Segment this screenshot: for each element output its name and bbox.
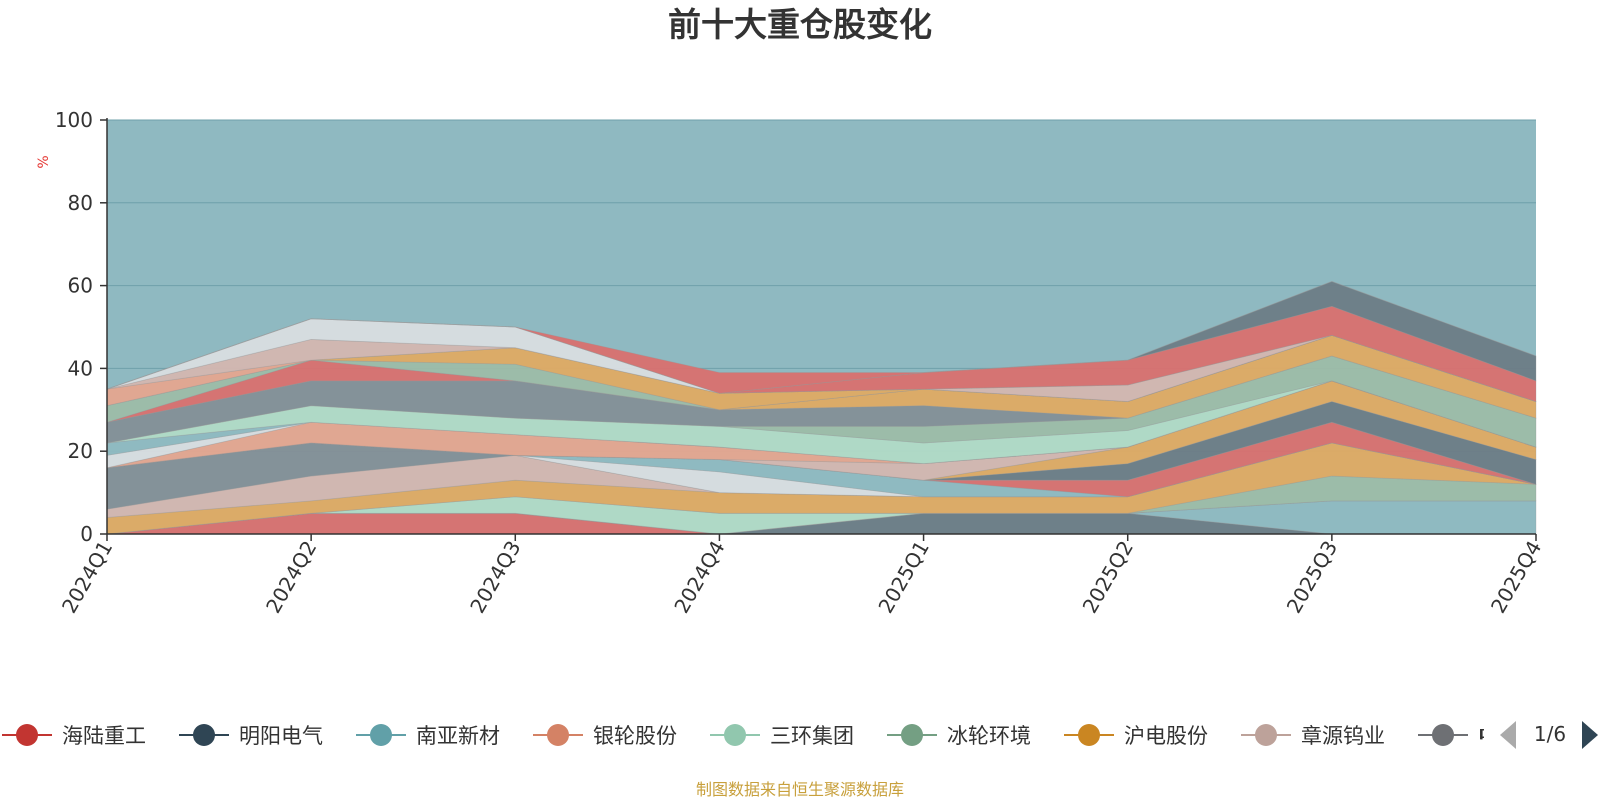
x-tick-label: 2024Q3	[465, 537, 525, 618]
y-tick-label: 100	[55, 108, 93, 132]
area-series-19[interactable]	[106, 355, 1537, 448]
x-tick-label: 2025Q2	[1078, 537, 1138, 618]
legend-marker	[193, 724, 215, 746]
legend-label: 南亚新材	[416, 724, 500, 748]
legend-marker	[1432, 724, 1454, 746]
legend-page-indicator: 1/6	[1534, 722, 1566, 746]
legend-marker	[901, 724, 923, 746]
y-axis-unit: %	[36, 155, 52, 168]
legend-item[interactable]: 沪电股份	[1064, 724, 1208, 748]
legend-item[interactable]: 章源钨业	[1241, 724, 1385, 748]
legend-marker	[370, 724, 392, 746]
y-tick-label: 80	[68, 191, 93, 215]
legend-marker	[1078, 724, 1100, 746]
legend-label: 章源钨业	[1301, 724, 1385, 748]
legend-marker	[1255, 724, 1277, 746]
legend-item[interactable]: 南亚新材	[356, 724, 500, 748]
x-tick-label: 2024Q2	[261, 537, 321, 618]
legend-next-page-icon[interactable]	[1582, 721, 1598, 749]
x-tick-label: 2024Q4	[669, 537, 729, 618]
plot-area	[106, 119, 1537, 535]
y-tick-label: 40	[68, 356, 93, 380]
legend-label-truncated: 中	[1479, 724, 1500, 748]
legend-label: 沪电股份	[1124, 724, 1208, 748]
chart-title: 前十大重仓股变化	[668, 5, 932, 44]
source-note: 制图数据来自恒生聚源数据库	[696, 780, 904, 799]
x-tick-label: 2025Q3	[1282, 537, 1342, 618]
legend-prev-page-icon[interactable]	[1500, 721, 1516, 749]
legend-item[interactable]: 中际旭创	[1418, 724, 1562, 748]
legend-item[interactable]: 明阳电气	[179, 724, 323, 748]
legend-item[interactable]: 三环集团	[710, 724, 854, 748]
y-tick-label: 20	[68, 439, 93, 463]
legend-marker	[16, 724, 38, 746]
legend-item[interactable]: 银轮股份	[533, 724, 677, 748]
area-series-30[interactable]	[106, 281, 1537, 394]
y-tick-label: 60	[68, 274, 93, 298]
y-tick-label: 0	[80, 522, 93, 546]
legend-marker	[547, 724, 569, 746]
legend-item[interactable]: 海陆重工	[2, 724, 146, 748]
legend-marker	[724, 724, 746, 746]
legend-label: 中际旭创	[1478, 724, 1562, 748]
x-tick-label: 2025Q4	[1486, 537, 1546, 618]
x-tick-label: 2025Q1	[873, 537, 933, 618]
legend-item[interactable]: 冰轮环境	[887, 724, 1031, 748]
legend-label: 银轮股份	[593, 724, 677, 748]
legend-label: 三环集团	[770, 724, 854, 748]
legend-label: 冰轮环境	[947, 724, 1031, 748]
x-tick-label: 2024Q1	[57, 537, 117, 618]
legend-label: 明阳电气	[239, 724, 323, 748]
legend-label: 海陆重工	[62, 724, 146, 748]
